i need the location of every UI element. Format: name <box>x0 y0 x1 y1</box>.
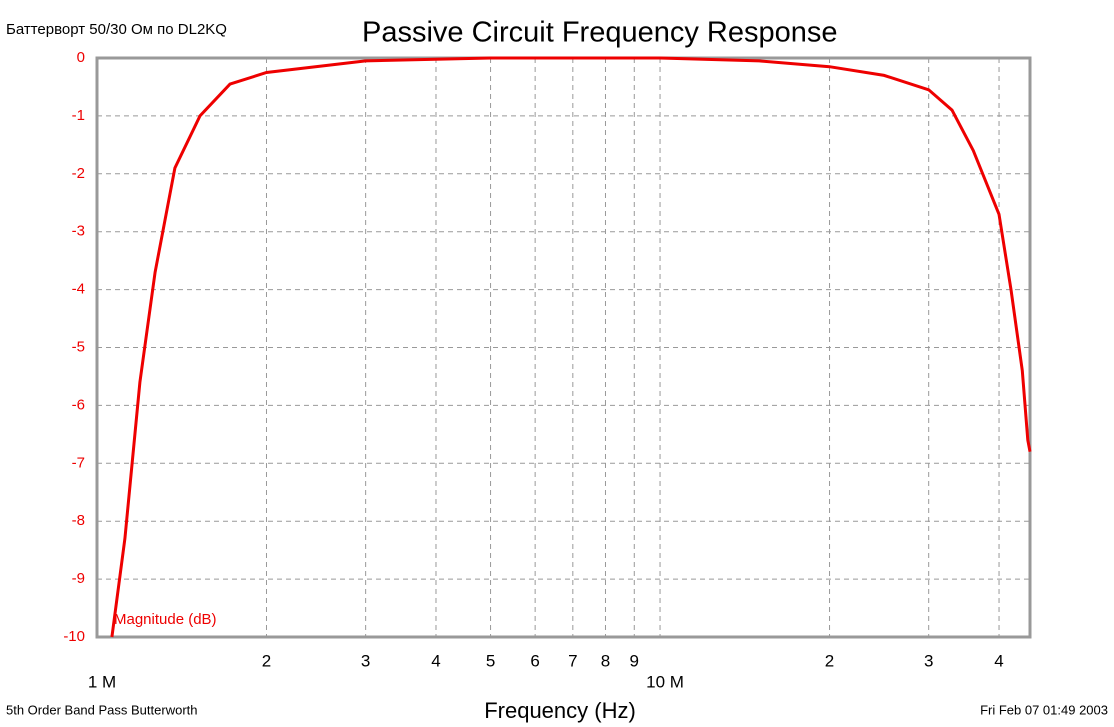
y-tick-label: -8 <box>72 512 85 529</box>
series-line <box>110 56 1032 638</box>
y-tick-label: -9 <box>72 570 85 587</box>
y-tick-label: 0 <box>77 49 85 66</box>
subtitle: Баттерворт 50/30 Ом по DL2KQ <box>6 21 227 38</box>
y-tick-label: -4 <box>72 281 85 298</box>
x-tick-label: 5 <box>486 651 495 670</box>
x-tick-label: 4 <box>994 651 1003 670</box>
x-tick-label: 2 <box>262 651 271 670</box>
y-tick-label: -5 <box>72 338 85 355</box>
y-tick-label: -7 <box>72 454 85 471</box>
y-tick-label: -3 <box>72 223 85 240</box>
chart-title: Passive Circuit Frequency Response <box>362 17 837 49</box>
y-tick-label: -1 <box>72 107 85 124</box>
y-axis-label: Magnitude (dB) <box>114 611 217 628</box>
x-tick-label: 7 <box>568 651 577 670</box>
x-tick-label: 2 <box>825 651 834 670</box>
x-tick-label: 8 <box>601 651 610 670</box>
x-tick-label: 3 <box>924 651 933 670</box>
y-tick-label: -6 <box>72 396 85 413</box>
x-axis-label: Frequency (Hz) <box>484 698 636 723</box>
footer-right: Fri Feb 07 01:49 2003 <box>980 702 1108 717</box>
x-tick-label: 9 <box>630 651 639 670</box>
footer-left: 5th Order Band Pass Butterworth <box>6 702 197 717</box>
x-tick-label: 1 M <box>88 672 116 691</box>
x-tick-label: 10 M <box>646 672 684 691</box>
y-tick-label: -2 <box>72 165 85 182</box>
x-tick-label: 4 <box>431 651 440 670</box>
x-tick-label: 6 <box>530 651 539 670</box>
x-tick-label: 3 <box>361 651 370 670</box>
y-tick-label: -10 <box>63 628 85 645</box>
